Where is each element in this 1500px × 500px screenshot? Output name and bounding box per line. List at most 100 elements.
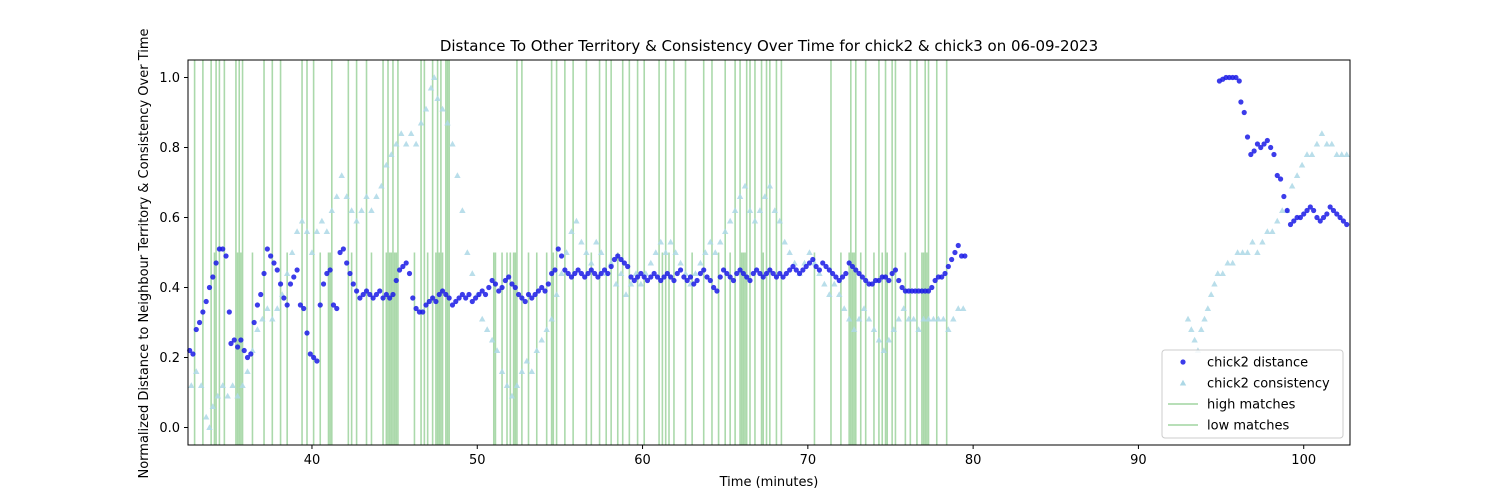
- x-axis: 40 50 60 70 80 90 100: [304, 445, 1316, 468]
- distance-point: [439, 288, 446, 294]
- distance-point: [846, 260, 852, 266]
- consistency-point: [449, 140, 456, 147]
- distance-point: [945, 263, 951, 270]
- consistency-point: [224, 392, 231, 399]
- consistency-point: [368, 207, 375, 214]
- distance-point: [757, 270, 763, 277]
- distance-point: [370, 295, 376, 301]
- distance-point: [734, 270, 740, 277]
- distance-point: [433, 298, 439, 305]
- consistency-point: [930, 315, 937, 322]
- distance-point: [301, 305, 307, 312]
- consistency-point: [553, 291, 560, 298]
- consistency-point: [657, 238, 664, 245]
- consistency-point: [860, 305, 868, 312]
- consistency-point: [920, 315, 927, 322]
- distance-point: [711, 284, 717, 291]
- consistency-point: [1224, 259, 1231, 266]
- consistency-point: [836, 291, 843, 298]
- consistency-point: [845, 315, 853, 322]
- distance-point: [535, 288, 542, 294]
- distance-point: [287, 281, 294, 287]
- consistency-point: [1264, 228, 1271, 235]
- distance-point: [327, 267, 333, 273]
- consistency-point: [726, 217, 734, 224]
- consistency-point: [826, 291, 833, 298]
- distance-point: [406, 270, 413, 277]
- consistency-point: [214, 392, 221, 399]
- distance-point: [949, 256, 955, 263]
- distance-point: [611, 256, 618, 263]
- distance-point: [565, 270, 571, 277]
- distance-point: [588, 267, 594, 273]
- legend-box: [1161, 349, 1344, 439]
- consistency-point: [393, 140, 400, 147]
- distance-point: [555, 246, 561, 252]
- consistency-point: [662, 249, 669, 256]
- distance-point: [482, 291, 489, 298]
- consistency-point: [776, 217, 783, 224]
- consistency-point: [622, 291, 630, 298]
- distance-point: [601, 267, 608, 273]
- consistency-point: [598, 249, 605, 256]
- distance-point: [238, 337, 244, 343]
- consistency-point: [712, 249, 719, 256]
- distance-point: [334, 305, 340, 312]
- distance-point: [344, 260, 350, 266]
- distance-point: [836, 277, 842, 284]
- distance-point: [423, 302, 429, 308]
- distance-point: [744, 274, 750, 280]
- distance-point: [1277, 176, 1284, 182]
- distance-point: [790, 263, 796, 270]
- consistency-point: [479, 315, 486, 322]
- consistency-point: [612, 280, 620, 287]
- distance-point: [258, 291, 264, 298]
- distance-point: [314, 358, 320, 364]
- distance-point: [459, 291, 465, 298]
- consistency-point: [293, 228, 301, 235]
- distance-point: [886, 277, 892, 284]
- distance-point: [697, 270, 704, 277]
- distance-point: [661, 274, 667, 280]
- consistency-point: [607, 259, 615, 266]
- consistency-point: [493, 347, 501, 354]
- consistency-point: [378, 182, 385, 189]
- distance-point: [727, 274, 733, 280]
- distance-point: [380, 295, 386, 301]
- consistency-point: [434, 95, 441, 102]
- distance-series-layer: [187, 74, 1350, 364]
- distance-point: [1281, 193, 1287, 200]
- distance-point: [1317, 218, 1323, 224]
- y-tick-label: 0.4: [159, 281, 180, 296]
- consistency-point: [427, 84, 435, 91]
- consistency-point: [548, 315, 555, 322]
- y-axis-label: Normalized Distance to Neighbour Territo…: [137, 28, 152, 478]
- distance-point: [469, 298, 475, 305]
- consistency-point: [910, 315, 917, 322]
- distance-point: [360, 291, 366, 298]
- consistency-point: [254, 326, 261, 333]
- distance-point: [932, 277, 938, 284]
- distance-point: [730, 277, 737, 284]
- consistency-point: [209, 403, 216, 410]
- legend-marker-distance: [1180, 359, 1186, 365]
- consistency-point: [1229, 259, 1236, 266]
- plot-frame: [187, 59, 1351, 446]
- consistency-point: [328, 207, 336, 214]
- consistency-point: [1308, 151, 1316, 158]
- distance-point: [234, 344, 241, 350]
- distance-point: [1304, 207, 1310, 214]
- distance-point: [1297, 214, 1304, 221]
- consistency-point: [1303, 151, 1311, 158]
- distance-point: [549, 270, 555, 277]
- distance-point: [446, 295, 452, 301]
- consistency-point: [288, 249, 296, 256]
- consistency-point: [338, 172, 345, 179]
- distance-point: [674, 270, 680, 277]
- consistency-point: [831, 280, 838, 287]
- distance-point: [190, 351, 196, 357]
- consistency-point: [431, 74, 438, 81]
- consistency-point: [955, 305, 962, 312]
- consistency-point: [1191, 336, 1198, 343]
- consistency-point: [677, 259, 684, 266]
